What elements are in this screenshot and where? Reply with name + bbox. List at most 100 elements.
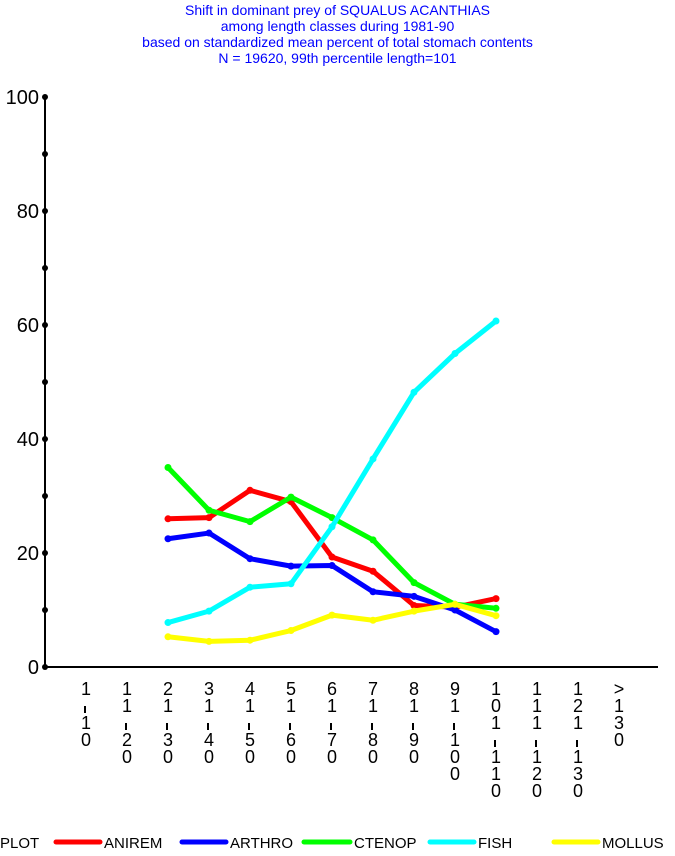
data-point: [492, 628, 500, 636]
x-tick-label-char: 1: [573, 679, 583, 699]
x-tick-label-13: >130: [614, 679, 625, 750]
y-tick-label-80: 80: [17, 201, 39, 223]
x-tick-label-char: 0: [573, 781, 583, 801]
series-arthro: [164, 529, 500, 636]
axes: [44, 97, 658, 668]
y-tick-mark-100: [42, 94, 48, 100]
x-tick-label-char: 9: [450, 679, 460, 699]
x-tick-label-char: 2: [163, 679, 173, 699]
data-point: [287, 580, 295, 588]
data-point: [410, 592, 418, 600]
data-point: [492, 317, 500, 325]
series-line-anirem: [165, 487, 499, 610]
x-tick-label-char: 1: [450, 696, 460, 716]
data-point: [328, 562, 336, 570]
data-point: [410, 601, 418, 609]
data-point: [410, 579, 418, 587]
data-point: [164, 633, 172, 641]
x-tick-label-char: 3: [573, 764, 583, 784]
legend-prefix: PLOT: [0, 835, 39, 852]
x-tick-label-char: 3: [614, 713, 624, 733]
x-tick-label-char: 0: [163, 747, 173, 767]
x-tick-label-char: 1: [204, 696, 214, 716]
x-tick-label-char: 1: [81, 679, 91, 699]
x-tick-label-char: 1: [245, 696, 255, 716]
x-tick-label-char: 1: [163, 696, 173, 716]
x-tick-label-char: 8: [368, 730, 378, 750]
data-point: [287, 493, 295, 501]
x-tick-label-char: 2: [573, 696, 583, 716]
x-tick-label-char: 0: [450, 747, 460, 767]
x-tick-label-char: 1: [286, 696, 296, 716]
x-tick-label-5: 51 60: [286, 679, 296, 767]
y-ticks: 0 20 40 60 80 100: [6, 87, 48, 679]
data-point: [205, 506, 213, 514]
x-tick-label-char: 1: [122, 679, 132, 699]
data-point: [410, 388, 418, 396]
data-point: [205, 529, 213, 537]
y-tick-label-60: 60: [17, 315, 39, 337]
y-tick-mark-40: [42, 436, 48, 442]
data-point: [246, 636, 254, 644]
x-tick-label-char: 7: [368, 679, 378, 699]
x-tick-label-char: 1: [81, 713, 91, 733]
data-point: [164, 515, 172, 523]
x-tick-label-char: 1: [532, 696, 542, 716]
legend-item-anirem: ANIREM: [53, 835, 162, 852]
legend-item-ctenop: CTENOP: [301, 835, 417, 852]
y-tick-mark-20: [42, 550, 48, 556]
x-tick-label-char: 0: [286, 747, 296, 767]
x-tick-label-char: 0: [614, 730, 624, 750]
x-tick-label-char: 1: [532, 679, 542, 699]
x-tick-label-char: >: [614, 679, 625, 699]
y-tick-mark-10: [42, 607, 48, 613]
data-point: [328, 553, 336, 561]
x-tick-label-char: 1: [491, 679, 501, 699]
legend-item-arthro: ARTHRO: [179, 835, 293, 852]
data-point: [246, 555, 254, 563]
chart-title: Shift in dominant prey of SQUALUS ACANTH…: [0, 2, 675, 66]
data-point: [492, 604, 500, 612]
x-tick-label-8: 81 90: [409, 679, 419, 767]
x-tick-label-char: 0: [409, 747, 419, 767]
data-point: [369, 455, 377, 463]
y-tick-mark-80: [42, 208, 48, 214]
y-tick-mark-30: [42, 493, 48, 499]
series-fish: [164, 317, 500, 627]
x-tick-label-char: 0: [491, 696, 501, 716]
x-tick-label-char: 8: [409, 679, 419, 699]
x-tick-label-char: 0: [450, 764, 460, 784]
x-tick-label-char: 2: [532, 764, 542, 784]
data-point: [492, 612, 500, 620]
title-line-4: N = 19620, 99th percentile length=101: [218, 50, 457, 66]
x-tick-label-char: 3: [163, 730, 173, 750]
x-tick-label-char: 0: [327, 747, 337, 767]
data-point: [369, 616, 377, 624]
series-line-fish: [165, 318, 499, 626]
title-line-2: among length classes during 1981-90: [220, 18, 455, 34]
data-point: [205, 637, 213, 645]
data-point: [246, 583, 254, 591]
legend-label: CTENOP: [354, 835, 417, 852]
legend-label: MOLLUS: [602, 835, 664, 852]
x-tick-label-char: 1: [409, 696, 419, 716]
series-ctenop: [164, 464, 500, 612]
data-point: [287, 627, 295, 635]
x-tick-label-char: 3: [204, 679, 214, 699]
x-tick-label-0: 110: [81, 679, 91, 750]
x-tick-label-char: 0: [368, 747, 378, 767]
data-point: [287, 562, 295, 570]
data-point: [205, 607, 213, 615]
y-tick-mark-90: [42, 151, 48, 157]
data-point: [164, 464, 172, 471]
data-point: [451, 606, 459, 614]
data-point: [451, 350, 459, 357]
data-point: [369, 567, 377, 575]
x-tick-label-2: 21 30: [163, 679, 173, 767]
x-tick-label-char: 2: [122, 730, 132, 750]
x-tick-label-char: 1: [368, 696, 378, 716]
x-tick-label-char: 1: [573, 713, 583, 733]
